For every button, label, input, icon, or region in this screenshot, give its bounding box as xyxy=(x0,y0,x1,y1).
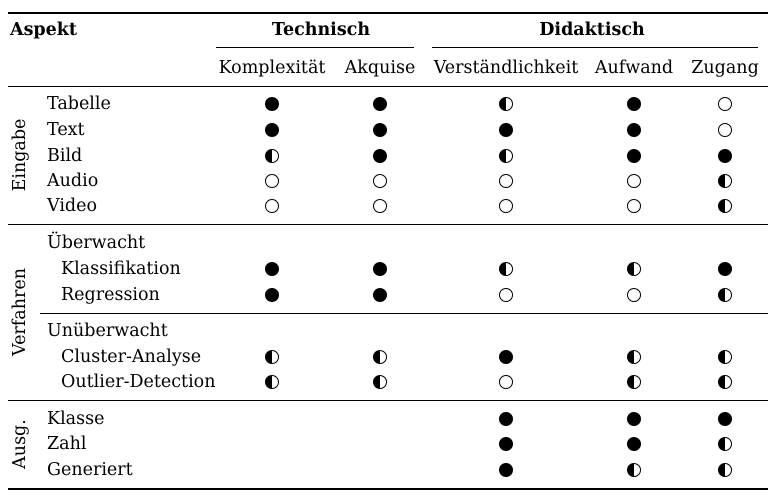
rating-dot xyxy=(718,350,732,364)
eingabe-rule xyxy=(8,224,768,225)
rating-dot xyxy=(373,288,387,302)
rating-dot xyxy=(627,463,641,477)
rating-dot xyxy=(499,463,513,477)
technisch-underline xyxy=(216,47,414,48)
rating-dot xyxy=(718,199,732,213)
rating-dot xyxy=(373,199,387,213)
rating-dot xyxy=(265,288,279,302)
rating-dot xyxy=(373,375,387,389)
rating-dot xyxy=(627,375,641,389)
column-header-zugang: Zugang xyxy=(691,58,759,78)
row-label-audio: Audio xyxy=(47,171,99,191)
rating-dot xyxy=(265,123,279,137)
rating-dot xyxy=(627,199,641,213)
rating-dot xyxy=(373,123,387,137)
top-rule xyxy=(8,12,768,14)
column-header-akquise: Akquise xyxy=(344,58,416,78)
rating-dot xyxy=(499,262,513,276)
rating-dot xyxy=(499,123,513,137)
column-header-verstaendlichkeit: Verständlichkeit xyxy=(433,58,579,78)
rating-dot xyxy=(718,123,732,137)
row-label-regression: Regression xyxy=(61,285,160,305)
rating-dot xyxy=(265,97,279,111)
row-label-cluster-analyse: Cluster-Analyse xyxy=(61,347,202,367)
row-label-bild: Bild xyxy=(47,146,83,166)
rating-dot xyxy=(627,123,641,137)
header-rule xyxy=(8,86,768,87)
group-technisch-header: Technisch xyxy=(271,20,371,40)
rating-dot xyxy=(499,149,513,163)
bottom-rule xyxy=(8,488,768,490)
rating-dot xyxy=(265,149,279,163)
rating-dot xyxy=(499,412,513,426)
rating-dot xyxy=(627,262,641,276)
rating-dot xyxy=(265,199,279,213)
rating-dot xyxy=(627,149,641,163)
rating-dot xyxy=(499,174,513,188)
rating-dot xyxy=(627,174,641,188)
rating-dot xyxy=(718,97,732,111)
rating-dot xyxy=(499,375,513,389)
rating-dot xyxy=(373,350,387,364)
rating-dot xyxy=(373,262,387,276)
unueberwacht-rule xyxy=(40,313,768,314)
rating-dot xyxy=(627,437,641,451)
rating-dot xyxy=(718,412,732,426)
rating-dot xyxy=(499,199,513,213)
rating-dot xyxy=(265,262,279,276)
rating-dot xyxy=(718,174,732,188)
verfahren-rule xyxy=(8,400,768,401)
section-label-ausgabe: Ausg. xyxy=(10,419,30,469)
group-didaktisch-header: Didaktisch xyxy=(539,20,645,40)
rating-dot xyxy=(627,97,641,111)
rating-dot xyxy=(718,437,732,451)
rating-dot xyxy=(718,262,732,276)
row-label-klasse: Klasse xyxy=(47,409,105,429)
didaktisch-underline xyxy=(432,47,758,48)
rating-dot xyxy=(718,463,732,477)
rating-dot xyxy=(499,350,513,364)
subgroup-label-unueberwacht: Unüberwacht xyxy=(47,321,168,341)
rating-dot xyxy=(265,350,279,364)
rating-dot xyxy=(499,97,513,111)
column-header-aufwand: Aufwand xyxy=(594,58,674,78)
rating-dot xyxy=(627,350,641,364)
row-label-klassifikation: Klassifikation xyxy=(61,259,181,279)
rating-dot xyxy=(373,174,387,188)
rating-dot xyxy=(627,288,641,302)
subgroup-label-ueberwacht: Überwacht xyxy=(47,233,146,253)
rating-dot xyxy=(265,375,279,389)
rating-dot xyxy=(499,288,513,302)
row-label-tabelle: Tabelle xyxy=(47,94,111,114)
column-header-komplexitaet: Komplexität xyxy=(218,58,326,78)
row-label-video: Video xyxy=(47,196,98,216)
section-label-eingabe: Eingabe xyxy=(10,118,30,192)
row-label-text: Text xyxy=(47,120,85,140)
row-label-outlier-detection: Outlier-Detection xyxy=(61,372,216,392)
rating-dot xyxy=(265,174,279,188)
rating-dot xyxy=(373,97,387,111)
row-label-generiert: Generiert xyxy=(47,460,133,480)
aspect-header: Aspekt xyxy=(10,20,78,40)
rating-dot xyxy=(718,288,732,302)
rating-dot xyxy=(627,412,641,426)
section-label-verfahren: Verfahren xyxy=(10,268,30,356)
rating-dot xyxy=(718,149,732,163)
rating-dot xyxy=(499,437,513,451)
rating-dot xyxy=(718,375,732,389)
row-label-zahl: Zahl xyxy=(47,434,87,454)
rating-dot xyxy=(373,149,387,163)
